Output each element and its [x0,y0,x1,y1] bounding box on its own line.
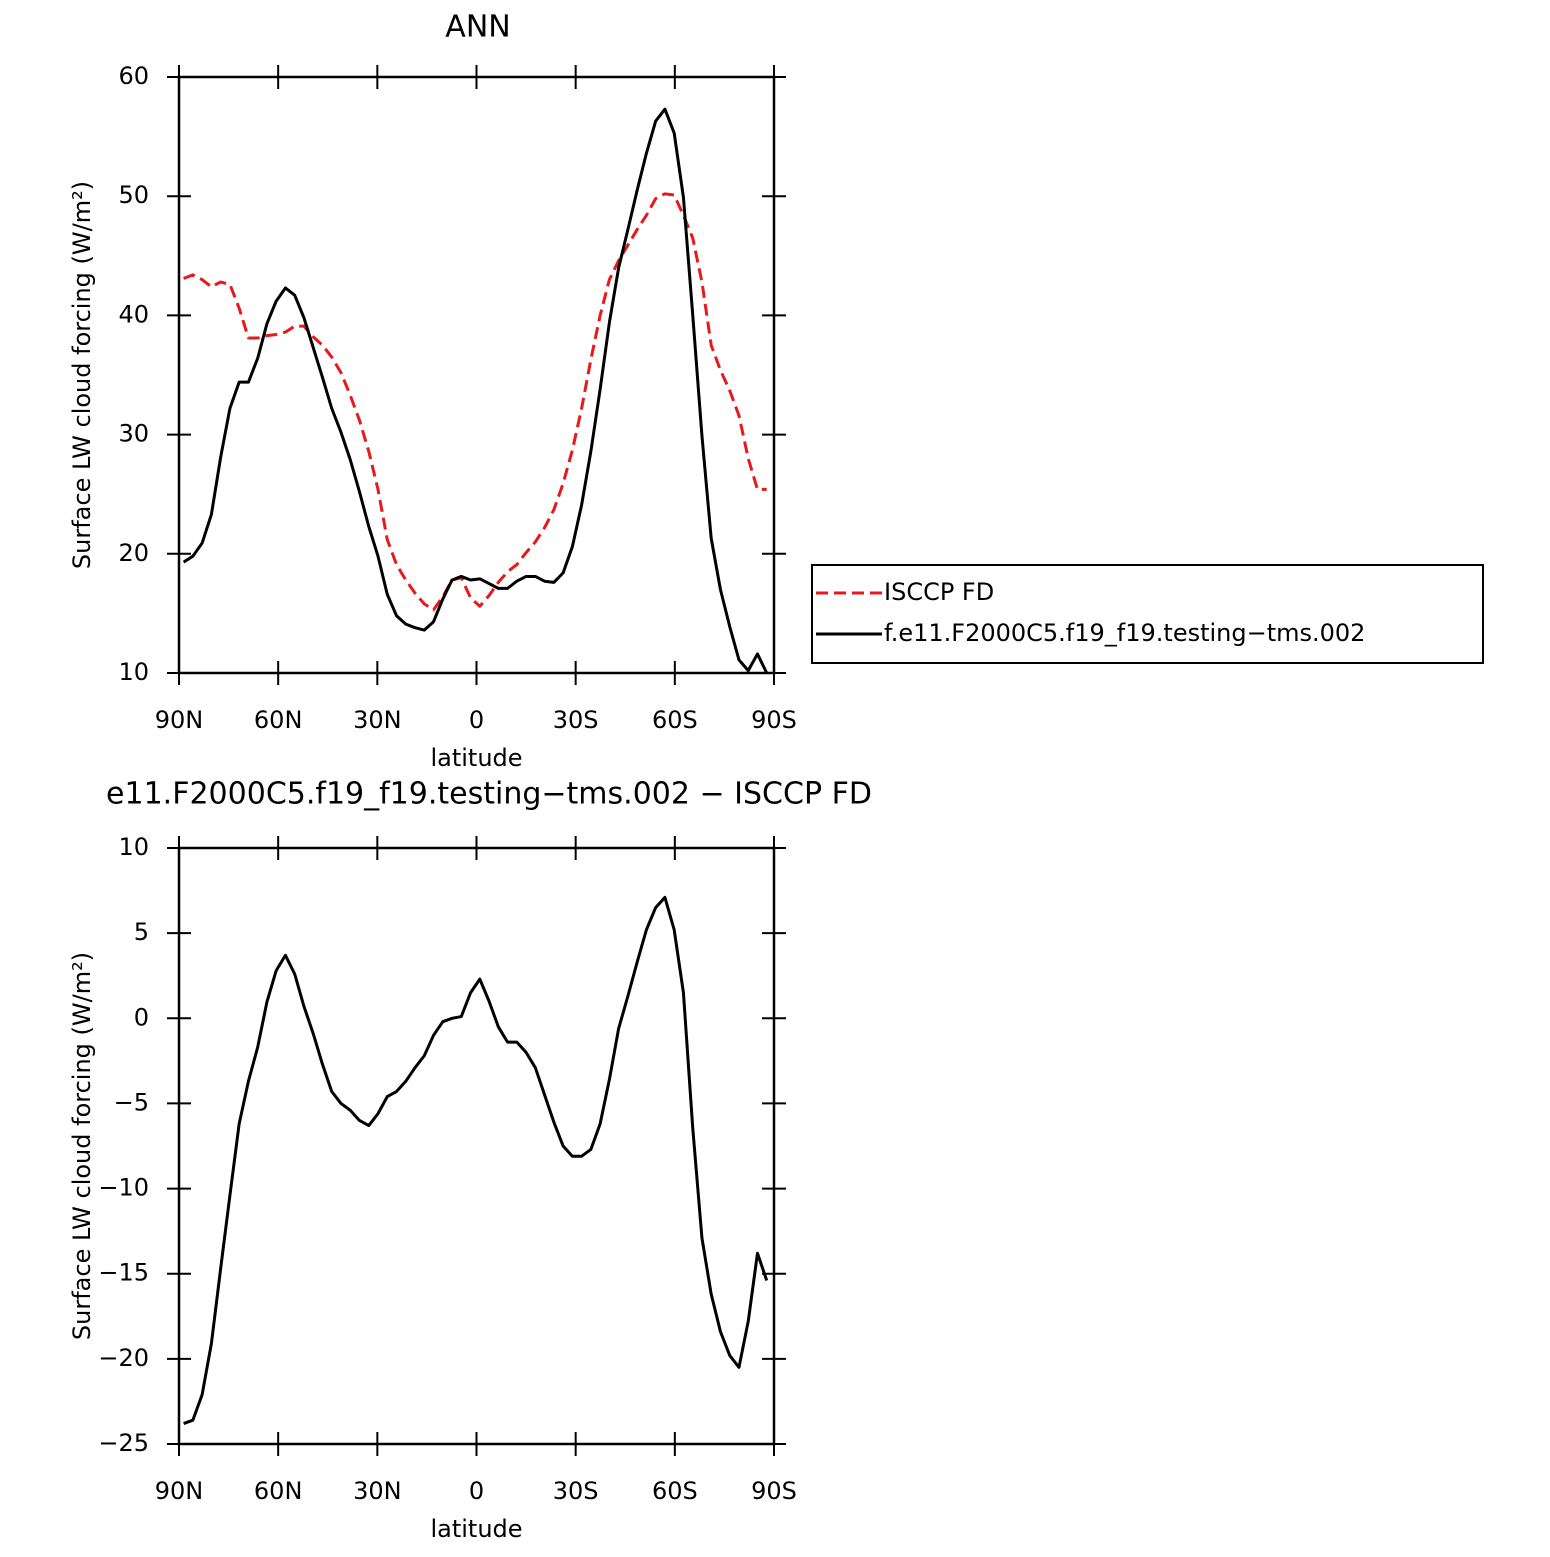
x-tick-label: 30S [553,1477,599,1505]
x-tick-label: 60N [254,706,303,734]
x-tick-label: 60S [652,1477,698,1505]
legend-box [811,564,1484,664]
y-axis-label: Surface LW cloud forcing (W/m²) [68,181,96,569]
y-tick-label: −15 [98,1259,149,1287]
chart-title: ANN [445,10,510,45]
x-tick-label: 90S [751,706,797,734]
y-tick-label: 10 [118,833,149,861]
y-tick-label: 50 [118,181,149,209]
y-tick-label: −5 [114,1088,149,1116]
x-tick-label: 30S [553,706,599,734]
x-tick-label: 30N [353,706,402,734]
x-tick-label: 60S [652,706,698,734]
y-tick-label: 20 [118,539,149,567]
data-line [183,192,767,612]
x-tick-label: 90N [155,1477,204,1505]
y-tick-label: 60 [118,62,149,90]
data-line [182,107,769,673]
x-axis-label: latitude [430,1515,522,1543]
x-tick-label: 90S [751,1477,797,1505]
x-tick-label: 30N [353,1477,402,1505]
x-tick-label: 60N [254,1477,303,1505]
y-tick-label: 10 [118,658,149,686]
y-tick-label: −20 [98,1344,149,1372]
x-axis-label: latitude [430,744,522,772]
y-tick-label: −25 [98,1429,149,1457]
legend-label: ISCCP FD [884,578,994,606]
y-tick-label: 40 [118,300,149,328]
x-tick-label: 0 [469,706,484,734]
plot-frame [177,75,776,675]
y-tick-label: 30 [118,420,149,448]
x-tick-label: 0 [469,1477,484,1505]
legend-label: f.e11.F2000C5.f19_f19.testing−tms.002 [884,619,1365,647]
y-tick-label: 0 [134,1003,149,1031]
chart-title: e11.F2000C5.f19_f19.testing−tms.002 − IS… [106,777,872,812]
plot-frame [177,846,776,1446]
y-tick-label: 5 [134,918,149,946]
data-line [183,895,769,1425]
y-axis-label: Surface LW cloud forcing (W/m²) [68,952,96,1340]
y-tick-label: −10 [98,1174,149,1202]
x-tick-label: 90N [155,706,204,734]
